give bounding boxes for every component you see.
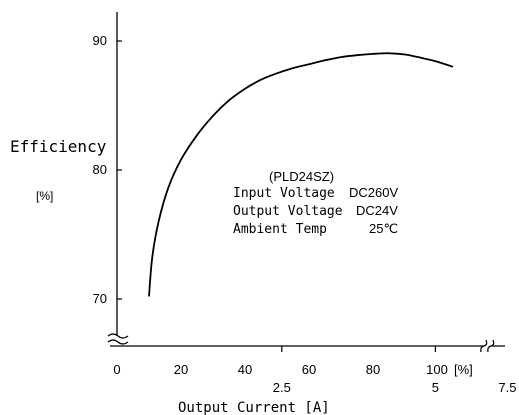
x-tick-label-percent: 60 xyxy=(302,362,316,377)
x-axis-label: Output Current [A] xyxy=(178,400,330,415)
y-tick-label: 70 xyxy=(93,291,107,306)
ambient-temp-value: 25℃ xyxy=(369,221,398,236)
x-axis-percent-unit: [%] xyxy=(454,362,473,377)
x-tick-label-percent: 0 xyxy=(113,362,120,377)
x-tick-label-amp: 2.5 xyxy=(273,380,291,395)
x-tick-label-percent: 20 xyxy=(174,362,188,377)
x-tick-label-amp: 7.5 xyxy=(498,380,516,395)
x-tick-label-percent: 80 xyxy=(366,362,380,377)
output-voltage-label: Output Voltage xyxy=(233,204,343,219)
input-voltage-value: DC260V xyxy=(349,185,398,200)
x-axis-break-mark xyxy=(480,339,495,353)
efficiency-curve xyxy=(148,52,454,297)
x-tick-label-percent: 100 xyxy=(426,362,448,377)
y-tick-label: 80 xyxy=(93,162,107,177)
x-axis-break-gap xyxy=(483,341,492,351)
x-tick-label-percent: 40 xyxy=(238,362,252,377)
input-voltage-label: Input Voltage xyxy=(233,186,335,201)
y-axis-unit: [%] xyxy=(36,189,53,203)
output-voltage-value: DC24V xyxy=(356,203,398,218)
y-axis-break-mark xyxy=(107,333,129,345)
y-axis-label: Efficiency xyxy=(10,137,107,156)
ambient-temp-label: Ambient Temp xyxy=(233,222,327,237)
x-tick-label-amp: 5 xyxy=(432,380,439,395)
model-label: (PLD24SZ) xyxy=(269,169,334,184)
y-tick-label: 90 xyxy=(93,33,107,48)
